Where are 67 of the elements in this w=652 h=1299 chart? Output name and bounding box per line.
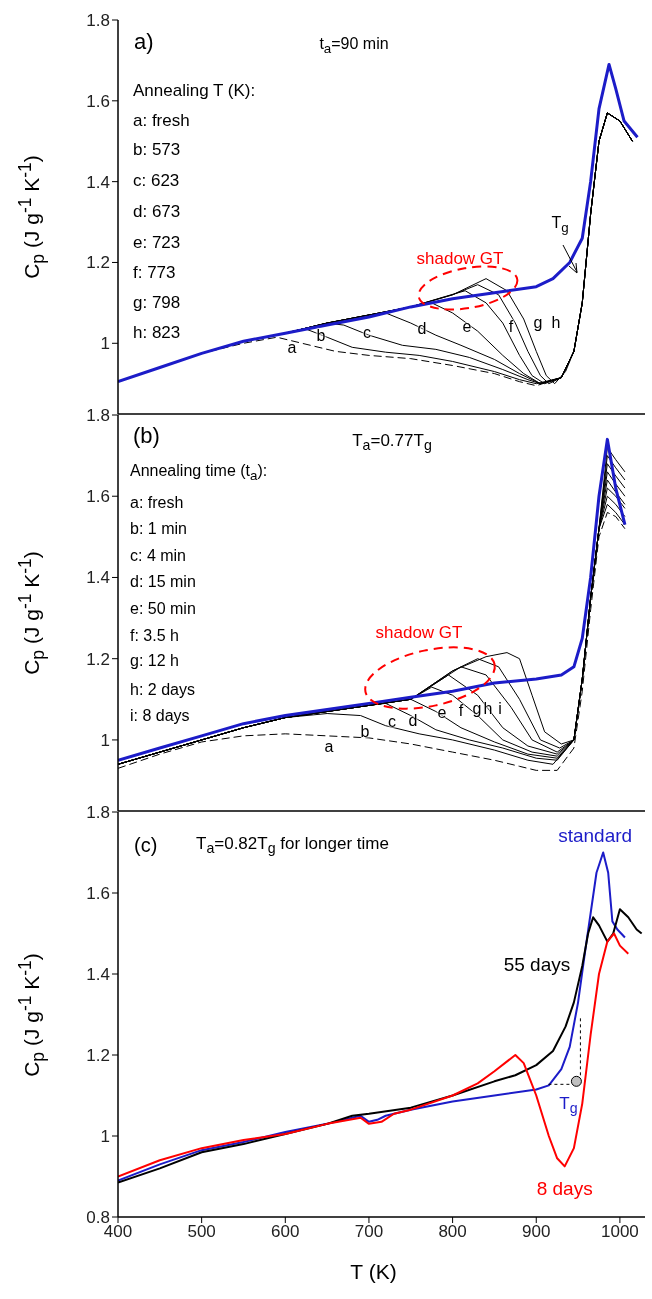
- annotation: b: 573: [133, 139, 181, 159]
- annotation: g: 798: [133, 292, 181, 312]
- annotation: f: [508, 318, 514, 335]
- series-label: standard: [558, 824, 633, 846]
- y-tick-label: 1.8: [86, 803, 110, 823]
- x-tick-label: 600: [271, 1222, 300, 1242]
- annotation: a: fresh: [130, 494, 184, 511]
- x-tick-label: 800: [438, 1222, 467, 1242]
- annotation: a: [324, 738, 334, 755]
- y-tick-label: 1.2: [86, 649, 110, 669]
- y-tick-label: 1: [100, 1127, 110, 1147]
- annotation: shadow GT: [375, 622, 463, 642]
- annotation: T$_{a}$=0.77T$_{g}$: [352, 430, 432, 454]
- annotation: c: 4 min: [130, 547, 187, 564]
- annotation: g: 12 h: [130, 652, 179, 669]
- annotation: b: [360, 723, 370, 740]
- annotation: d: 15 min: [130, 573, 196, 590]
- y-tick-label: 1.6: [86, 91, 110, 111]
- annotation: e: [462, 318, 472, 335]
- annotation: Annealing time (t$_{a}$):: [130, 462, 268, 484]
- annotation: a): [134, 29, 154, 54]
- annotation: d: 673: [133, 201, 181, 221]
- annotation: Annealing T (K):: [133, 80, 256, 100]
- annotation: g: [533, 314, 543, 331]
- annotation: b: 1 min: [130, 520, 187, 537]
- x-axis-title: T (K): [350, 1260, 397, 1284]
- annotation: f: 3.5 h: [130, 627, 179, 644]
- series-label: 8 days: [536, 1178, 593, 1200]
- annotation: f: [458, 702, 464, 719]
- x-tick-label: 700: [354, 1222, 384, 1242]
- y-tick-label: 1.2: [86, 1046, 110, 1066]
- annotation: c: [388, 713, 396, 730]
- annotation: T$_{g}$: [551, 214, 569, 236]
- annotation: h: 823: [133, 322, 181, 342]
- x-tick-label: 400: [103, 1222, 133, 1242]
- annotation: e: 50 min: [130, 600, 196, 617]
- annotation: (b): [133, 423, 160, 448]
- annotation: h: [551, 314, 561, 331]
- annotation: i: [498, 700, 502, 717]
- annotation: a: fresh: [133, 110, 190, 130]
- x-tick-label: 1000: [600, 1222, 639, 1242]
- annotation: e: 723: [133, 232, 181, 252]
- annotation: d: [408, 712, 418, 729]
- annotation: T$_{g}$: [559, 1094, 578, 1117]
- annotation: shadow GT: [416, 248, 504, 268]
- annotation: i: 8 days: [130, 707, 190, 724]
- y-tick-label: 1.2: [86, 253, 110, 273]
- y-tick-label: 1.4: [86, 965, 110, 985]
- annotation: c: 623: [133, 170, 180, 190]
- annotation: T$_{a}$=0.82T$_{g}$ for longer time: [196, 833, 389, 857]
- y-tick-label: 1.4: [86, 568, 110, 588]
- annotation: g: [472, 700, 482, 717]
- y-tick-label: 1.6: [86, 487, 110, 507]
- y-tick-label: 1.6: [86, 884, 110, 904]
- annotation: f: 773: [133, 262, 176, 282]
- y-tick-label: 1.4: [86, 172, 110, 192]
- x-tick-label: 500: [187, 1222, 216, 1242]
- y-tick-label: 1.8: [86, 406, 110, 426]
- annotation: (c): [134, 834, 158, 856]
- x-tick-label: 900: [522, 1222, 551, 1242]
- annotation: t$_{a}$=90 min: [319, 35, 389, 57]
- annotation: h: 2 days: [130, 681, 195, 698]
- y-tick-label: 1: [100, 730, 110, 750]
- annotation: a: [287, 339, 297, 356]
- y-tick-label: 1: [100, 334, 110, 354]
- series-label: 55 days: [503, 953, 571, 975]
- y-tick-label: 1.8: [86, 11, 110, 31]
